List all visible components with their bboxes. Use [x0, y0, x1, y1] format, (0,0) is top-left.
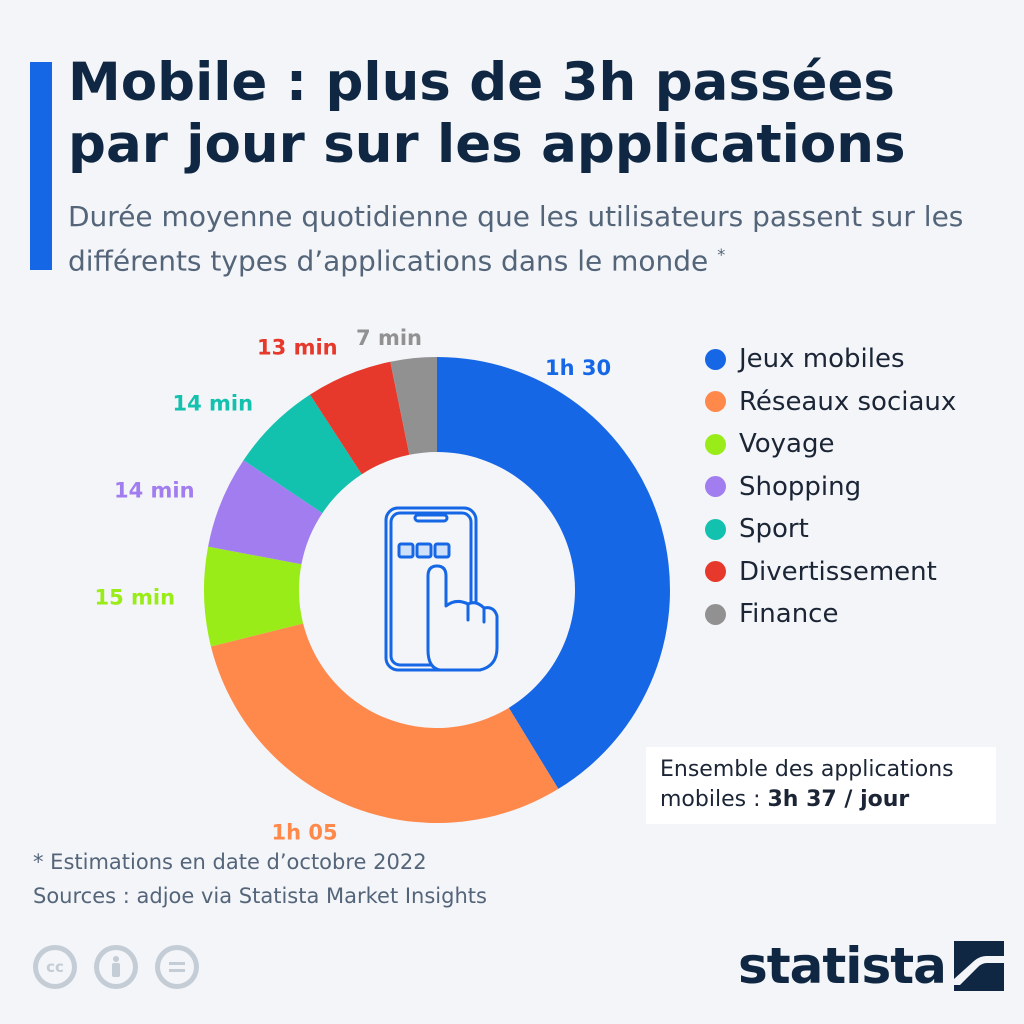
data-label-4: 14 min: [172, 391, 253, 415]
brand-name: statista: [738, 937, 947, 995]
legend-label: Shopping: [739, 471, 862, 502]
license-icons: cc: [33, 945, 199, 989]
legend-swatch: [705, 518, 726, 540]
subtitle-footnote-mark: *: [717, 245, 726, 264]
legend-item-voyage: Voyage: [705, 423, 956, 466]
donut-slice-5: [310, 361, 410, 475]
total-callout: Ensemble des applications mobiles : 3h 3…: [646, 747, 996, 824]
legend-label: Divertissement: [739, 556, 937, 587]
data-label-6: 7 min: [356, 326, 422, 350]
attribution-icon[interactable]: [94, 945, 138, 989]
legend: Jeux mobiles Réseaux sociaux Voyage Shop…: [705, 338, 956, 636]
subtitle-text: Durée moyenne quotidienne que les utilis…: [68, 200, 964, 278]
chart-title: Mobile : plus de 3h passées par jour sur…: [68, 52, 906, 175]
footnote: * Estimations en date d’octobre 2022 Sou…: [33, 845, 487, 913]
data-label-5: 13 min: [257, 336, 338, 360]
total-text: Ensemble des applications mobiles :: [660, 757, 954, 812]
cc-icon[interactable]: cc: [33, 945, 77, 989]
donut-slices: [203, 357, 670, 823]
legend-swatch: [705, 348, 726, 370]
no-derivatives-icon[interactable]: [155, 945, 199, 989]
footnote-note: * Estimations en date d’octobre 2022: [33, 850, 427, 874]
statista-logo[interactable]: statista: [738, 937, 1004, 995]
data-label-1: 1h 05: [272, 820, 338, 844]
donut-slice-1: [210, 623, 559, 823]
legend-swatch: [705, 561, 726, 583]
footnote-source: Sources : adjoe via Statista Market Insi…: [33, 884, 487, 908]
phone-touch-icon: [384, 506, 499, 672]
legend-item-finance: Finance: [705, 593, 956, 636]
donut-labels: 1h 30 1h 05 15 min 14 min 14 min 13 min 7 min: [95, 326, 612, 844]
legend-swatch: [705, 603, 726, 625]
legend-item-sport: Sport: [705, 508, 956, 551]
chart-subtitle: Durée moyenne quotidienne que les utilis…: [68, 198, 998, 280]
legend-label: Voyage: [739, 429, 835, 460]
data-label-3: 14 min: [114, 479, 195, 503]
donut-slice-2: [203, 546, 304, 647]
legend-item-reseaux-sociaux: Réseaux sociaux: [705, 381, 956, 424]
total-value: 3h 37 / jour: [767, 787, 910, 812]
legend-label: Réseaux sociaux: [739, 386, 957, 417]
donut-slice-0: [437, 357, 670, 789]
legend-swatch: [705, 391, 726, 413]
donut-slice-4: [243, 394, 362, 514]
legend-item-shopping: Shopping: [705, 466, 956, 509]
legend-label: Sport: [739, 514, 809, 545]
data-label-0: 1h 30: [545, 356, 611, 380]
legend-item-divertissement: Divertissement: [705, 551, 956, 594]
data-label-2: 15 min: [95, 586, 176, 610]
donut-slice-6: [390, 357, 437, 455]
statista-logo-mark: [953, 941, 1004, 991]
donut-slice-3: [208, 460, 323, 565]
legend-label: Finance: [739, 599, 839, 630]
legend-label: Jeux mobiles: [739, 344, 905, 375]
legend-swatch: [705, 433, 726, 455]
legend-item-jeux-mobiles: Jeux mobiles: [705, 338, 956, 381]
legend-swatch: [705, 476, 726, 498]
accent-bar: [30, 62, 52, 270]
